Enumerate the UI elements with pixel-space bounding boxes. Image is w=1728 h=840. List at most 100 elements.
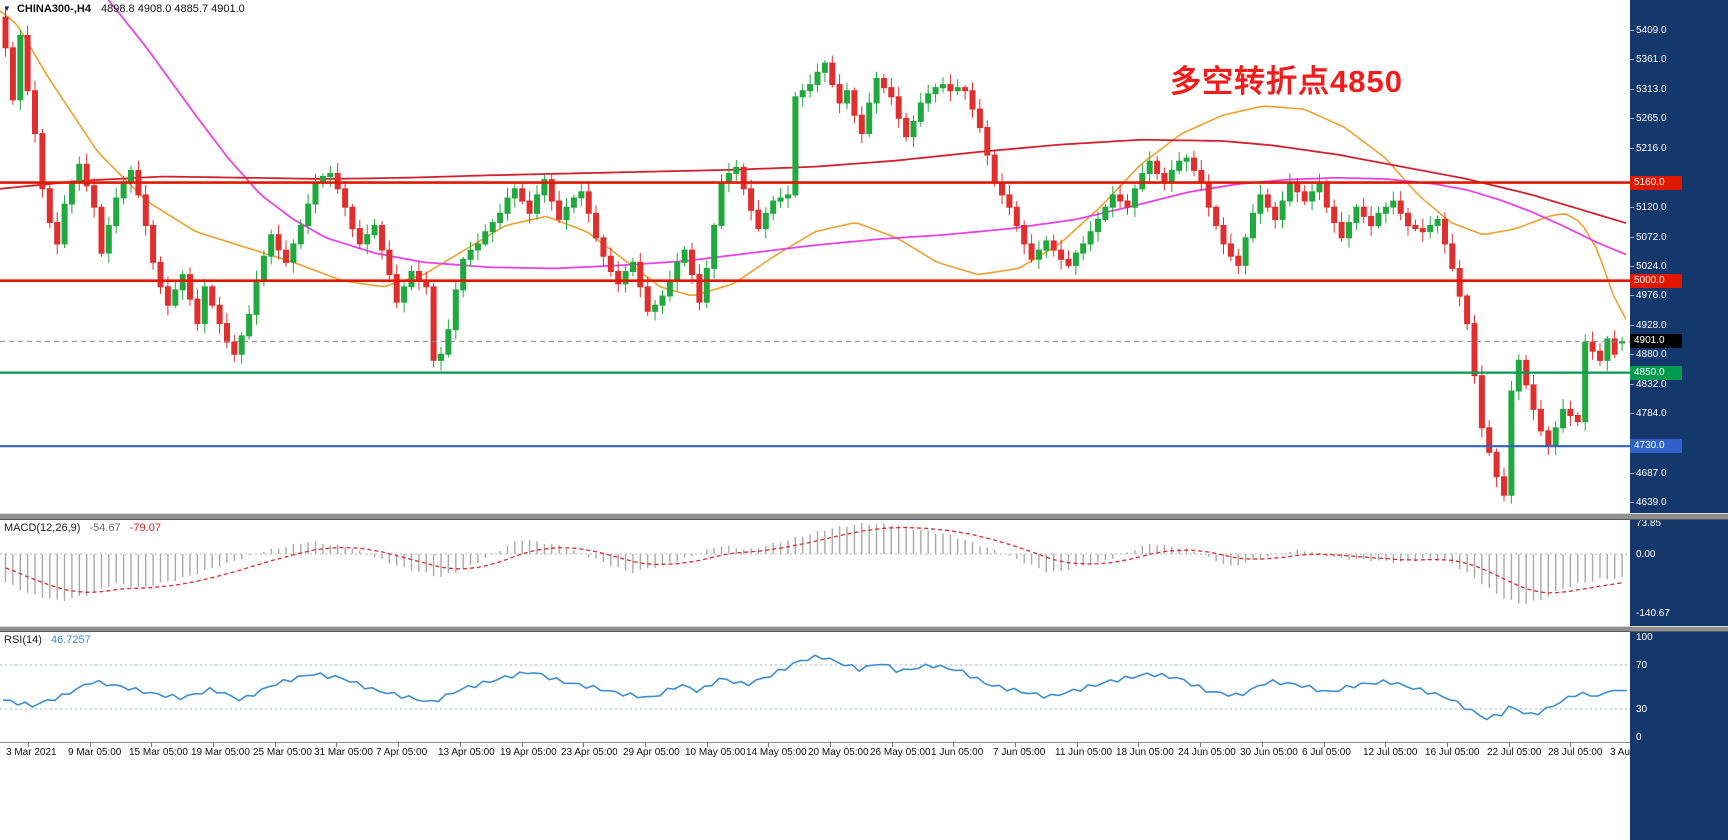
time-tick-label: 19 Apr 05:00 <box>500 747 557 758</box>
panel-separator-macd[interactable] <box>0 513 1728 520</box>
time-tick-label: 18 Jun 05:00 <box>1116 747 1174 758</box>
time-tick-label: 7 Apr 05:00 <box>376 747 428 758</box>
time-tick-label: 20 May 05:00 <box>808 747 869 758</box>
price-tick-label: 4832.0 <box>1636 379 1667 390</box>
time-tick-label: 15 Mar 05:00 <box>129 747 188 758</box>
chart-header: ▼ CHINA300-,H4 4898.8 4908.0 4885.7 4901… <box>3 3 245 15</box>
rsi-axis-label: 100 <box>1636 632 1653 643</box>
macd-header: MACD(12,26,9) -54.67 -79.07 <box>4 522 167 534</box>
time-tick-label: 13 Apr 05:00 <box>438 747 495 758</box>
time-tick-label: 3 Mar 2021 <box>6 747 57 758</box>
price-axis-tick <box>1630 118 1634 119</box>
time-axis-tick <box>28 743 29 747</box>
price-tick-label: 4880.0 <box>1636 349 1667 360</box>
time-axis-tick <box>953 743 954 747</box>
panel-separator-rsi[interactable] <box>0 626 1728 632</box>
price-axis-tick <box>1630 473 1634 474</box>
time-axis-tick <box>1015 743 1016 747</box>
price-axis-tick <box>1630 413 1634 414</box>
price-tick-label: 5409.0 <box>1636 25 1667 36</box>
symbol-title: CHINA300-,H4 <box>16 3 91 15</box>
time-axis-tick <box>830 743 831 747</box>
rsi-axis-label: 30 <box>1636 704 1648 715</box>
macd-axis-label: 73.85 <box>1636 518 1662 529</box>
price-tick-label: 4687.0 <box>1636 468 1667 479</box>
time-axis-tick <box>90 743 91 747</box>
time-axis-tick <box>398 743 399 747</box>
macd-signal-value: -79.07 <box>129 522 161 534</box>
time-tick-label: 12 Jul 05:00 <box>1363 747 1418 758</box>
time-axis-tick <box>1262 743 1263 747</box>
time-tick-label: 22 Jul 05:00 <box>1487 747 1542 758</box>
time-axis-tick <box>645 743 646 747</box>
time-axis-tick <box>707 743 708 747</box>
price-axis-tick <box>1630 59 1634 60</box>
main-chart[interactable] <box>0 0 1630 513</box>
price-axis-tick <box>1630 354 1634 355</box>
price-axis-tick <box>1630 148 1634 149</box>
time-tick-label: 10 May 05:00 <box>685 747 746 758</box>
price-axis-tick <box>1630 30 1634 31</box>
macd-title: MACD(12,26,9) <box>4 522 81 534</box>
time-tick-label: 16 Jul 05:00 <box>1425 747 1480 758</box>
time-axis-tick <box>1509 743 1510 747</box>
price-tick-label: 5361.0 <box>1636 54 1667 65</box>
price-tick-label: 4928.0 <box>1636 320 1667 331</box>
ohlc-values: 4898.8 4908.0 4885.7 4901.0 <box>101 3 245 15</box>
annotation-text[interactable]: 多空转折点4850 <box>1170 64 1403 99</box>
price-tick-label: 5024.0 <box>1636 261 1667 272</box>
price-axis-tick <box>1630 325 1634 326</box>
time-axis-tick <box>1447 743 1448 747</box>
price-tick-label: 5265.0 <box>1636 113 1667 124</box>
resistance-5160-label: 5160.0 <box>1630 176 1682 190</box>
time-axis-tick <box>522 743 523 747</box>
price-tick-label: 5072.0 <box>1636 232 1667 243</box>
time-tick-label: 6 Jul 05:00 <box>1302 747 1351 758</box>
rsi-axis-label: 70 <box>1636 660 1648 671</box>
price-axis-tick <box>1630 266 1634 267</box>
rsi-axis-label: 0 <box>1636 732 1642 743</box>
price-axis[interactable]: 5409.0 5361.0 5313.0 5265.0 5216.0 5120.0 5072… <box>1630 0 1728 840</box>
time-tick-label: 25 Mar 05:00 <box>253 747 312 758</box>
rsi-chart[interactable] <box>0 632 1630 742</box>
time-axis[interactable]: 3 Mar 2021 9 Mar 05:00 15 Mar 05:00 19 Mar … <box>0 742 1663 840</box>
time-axis-tick <box>336 743 337 747</box>
price-axis-tick <box>1630 384 1634 385</box>
time-tick-label: 30 Jun 05:00 <box>1240 747 1298 758</box>
price-axis-tick <box>1630 502 1634 503</box>
pivot-4850-label: 4850.0 <box>1630 366 1682 380</box>
time-axis-tick <box>583 743 584 747</box>
rsi-header: RSI(14) 46.7257 <box>4 634 97 646</box>
price-axis-tick <box>1630 237 1634 238</box>
macd-chart[interactable] <box>0 520 1630 626</box>
symbol-marker-icon: ▼ <box>3 4 11 13</box>
time-axis-tick <box>1570 743 1571 747</box>
time-axis-tick <box>213 743 214 747</box>
price-axis-tick <box>1630 207 1634 208</box>
time-axis-tick <box>1200 743 1201 747</box>
support-4730-label: 4730.0 <box>1630 439 1682 453</box>
time-axis-tick <box>892 743 893 747</box>
support-5000-label: 5000.0 <box>1630 274 1682 288</box>
time-tick-label: 28 Jul 05:00 <box>1548 747 1603 758</box>
price-tick-label: 5216.0 <box>1636 143 1667 154</box>
time-tick-label: 9 Mar 05:00 <box>68 747 122 758</box>
price-tick-label: 5313.0 <box>1636 84 1667 95</box>
time-axis-tick <box>1324 743 1325 747</box>
time-axis-tick <box>1077 743 1078 747</box>
time-axis-tick <box>768 743 769 747</box>
time-tick-label: 31 Mar 05:00 <box>314 747 373 758</box>
time-tick-label: 19 Mar 05:00 <box>191 747 250 758</box>
rsi-title: RSI(14) <box>4 634 42 646</box>
price-tick-label: 4784.0 <box>1636 408 1667 419</box>
rsi-value: 46.7257 <box>50 634 91 646</box>
time-tick-label: 7 Jun 05:00 <box>993 747 1046 758</box>
time-tick-label: 14 May 05:00 <box>746 747 807 758</box>
price-axis-tick <box>1630 295 1634 296</box>
macd-value: -54.67 <box>89 522 121 534</box>
macd-axis-label: -140.67 <box>1636 608 1670 619</box>
time-tick-label: 11 Jun 05:00 <box>1055 747 1113 758</box>
time-tick-label: 1 Jun 05:00 <box>931 747 984 758</box>
price-tick-label: 5120.0 <box>1636 202 1667 213</box>
